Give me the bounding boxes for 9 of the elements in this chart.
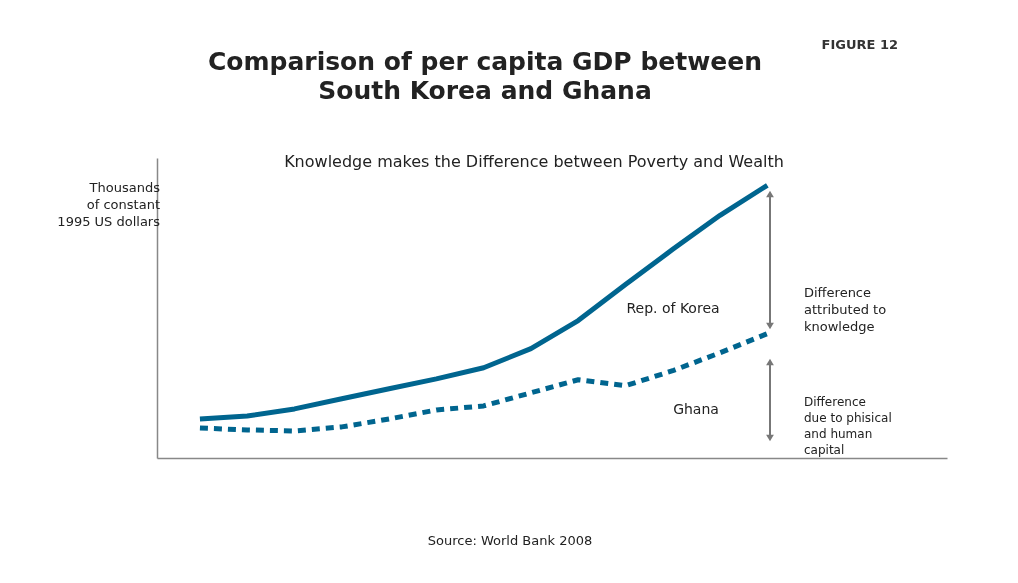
- text: Difference due to phisical and human capital: [804, 395, 892, 457]
- chart-subtitle: Knowledge makes the Difference between Poverty and Wealth: [284, 152, 784, 171]
- y-axis-title: Thousands of constant 1995 US dollars: [57, 180, 161, 229]
- chart-title: Comparison of per capita GDP between South Korea and Ghana: [207, 47, 763, 105]
- source-note: Source: World Bank 2008: [427, 533, 593, 548]
- text: Difference attributed to knowledge: [804, 285, 887, 334]
- series-label: Rep. of Korea: [626, 300, 720, 316]
- caption: FIGURE 12: [821, 37, 898, 52]
- text: Ghana: [673, 401, 719, 417]
